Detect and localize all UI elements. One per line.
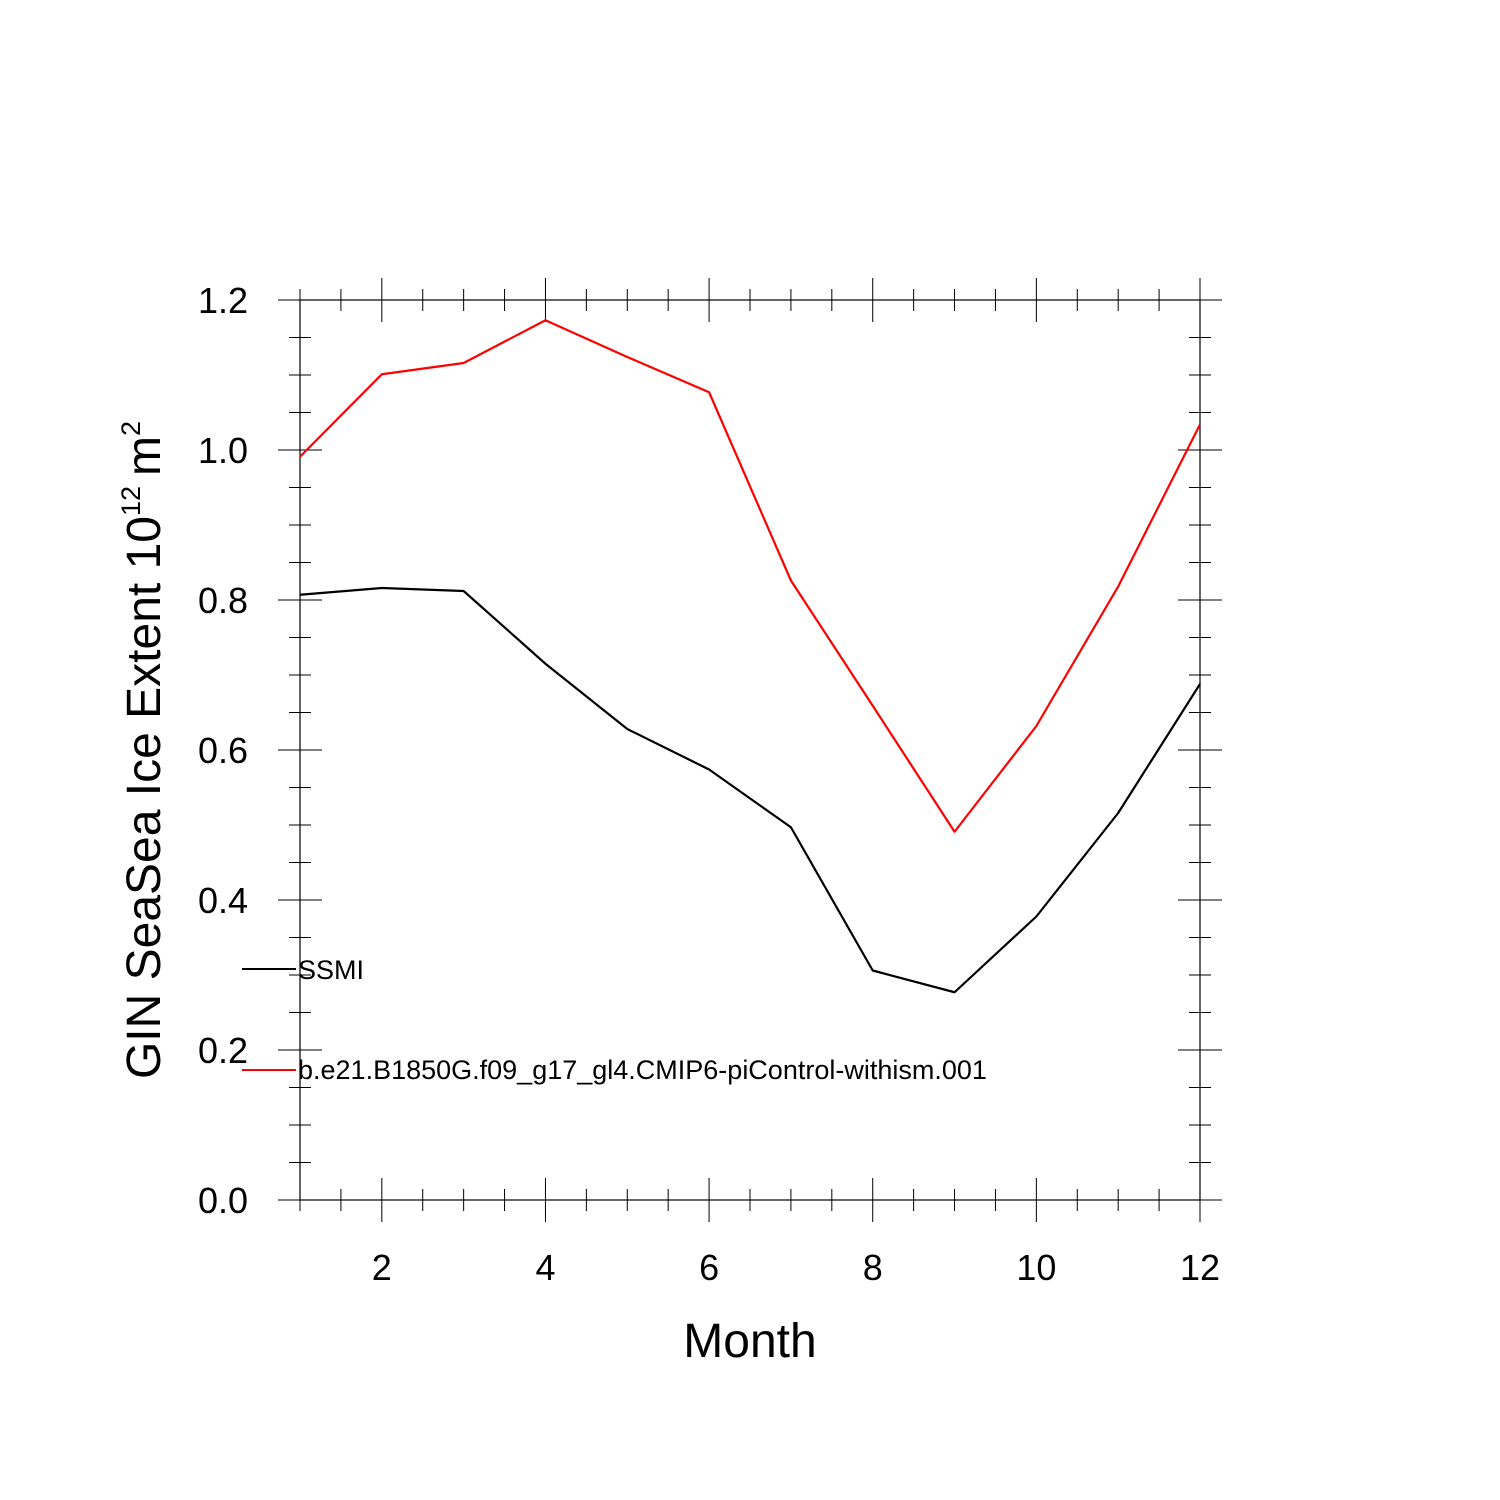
axis-ticks <box>278 278 1222 1222</box>
x-tick-label: 10 <box>1016 1247 1056 1288</box>
x-tick-label: 12 <box>1180 1247 1220 1288</box>
x-axis-title: Month <box>683 1315 816 1368</box>
legend-label-ssmi: SSMI <box>298 955 364 985</box>
x-tick-label: 8 <box>863 1247 883 1288</box>
y-axis-title-unit-exponent: 2 <box>116 421 146 436</box>
series-line-ssmi <box>299 586 1201 994</box>
legend-label-model: b.e21.B1850G.f09_g17_gl4.CMIP6-piControl… <box>298 1055 987 1085</box>
series-line-model <box>299 319 1201 833</box>
x-tick-label: 2 <box>372 1247 392 1288</box>
x-tick-label: 6 <box>699 1247 719 1288</box>
x-tick-label: 4 <box>535 1247 555 1288</box>
legend: SSMI b.e21.B1850G.f09_g17_gl4.CMIP6-piCo… <box>242 955 987 1085</box>
y-tick-label: 0.6 <box>198 730 248 771</box>
y-tick-label: 1.2 <box>198 280 248 321</box>
y-tick-label: 0.0 <box>198 1180 248 1221</box>
y-axis-title: GIN SeaSea Ice Extent 1012 m2 <box>116 421 171 1079</box>
y-tick-label: 1.0 <box>198 430 248 471</box>
y-axis-title-main: GIN SeaSea Ice Extent 10 <box>118 516 171 1079</box>
series-lines <box>299 319 1201 994</box>
y-tick-label: 0.2 <box>198 1030 248 1071</box>
y-tick-label: 0.8 <box>198 580 248 621</box>
y-axis-title-unit: m <box>118 436 171 476</box>
y-axis-title-exponent: 12 <box>116 486 146 516</box>
axis-tick-labels: 2 4 6 8 10 12 0.0 0.2 0.4 0.6 0.8 1.0 1.2 <box>198 280 1220 1288</box>
y-tick-label: 0.4 <box>198 880 248 921</box>
